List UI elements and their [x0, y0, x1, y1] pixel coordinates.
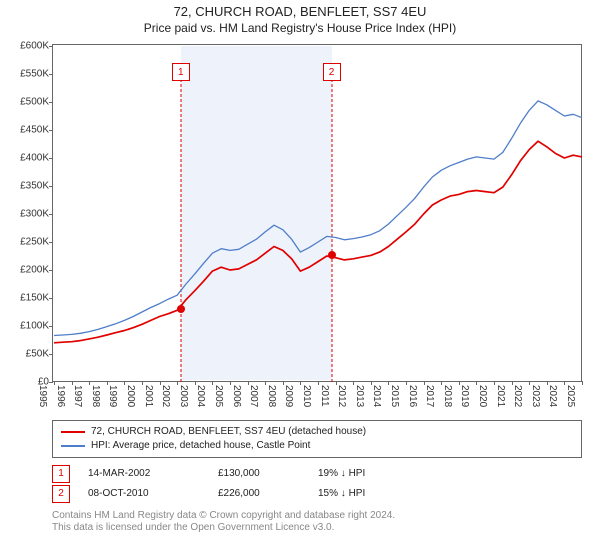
title-address: 72, CHURCH ROAD, BENFLEET, SS7 4EU	[0, 4, 600, 19]
marker-delta: 15% ↓ HPI	[318, 484, 438, 504]
x-axis-label: 2019	[459, 385, 470, 407]
x-axis-label: 2013	[354, 385, 365, 407]
legend-swatch	[61, 445, 85, 447]
marker-date: 08-OCT-2010	[88, 484, 218, 504]
title-subtitle: Price paid vs. HM Land Registry's House …	[0, 21, 600, 35]
title-block: 72, CHURCH ROAD, BENFLEET, SS7 4EU Price…	[0, 0, 600, 35]
footer-line1: Contains HM Land Registry data © Crown c…	[52, 510, 582, 522]
x-axis-label: 2007	[248, 385, 259, 407]
chart-lines	[53, 45, 583, 383]
x-axis-label: 2018	[442, 385, 453, 407]
y-axis-label: £250K	[20, 237, 49, 248]
footer: Contains HM Land Registry data © Crown c…	[52, 510, 582, 534]
x-axis-label: 2009	[283, 385, 294, 407]
legend-section: 72, CHURCH ROAD, BENFLEET, SS7 4EU (deta…	[52, 420, 582, 534]
x-axis-label: 2001	[143, 385, 154, 407]
x-axis-label: 2021	[495, 385, 506, 407]
marker-badge: 1	[52, 465, 70, 483]
chart: £0£50K£100K£150K£200K£250K£300K£350K£400…	[52, 44, 582, 382]
x-axis-label: 2023	[530, 385, 541, 407]
marker-row: 1 14-MAR-2002£130,00019% ↓ HPI	[52, 464, 582, 484]
x-axis-label: 1995	[37, 385, 48, 407]
x-axis-label: 2022	[512, 385, 523, 407]
x-axis-label: 2000	[125, 385, 136, 407]
y-axis-label: £50K	[26, 349, 49, 360]
x-axis-label: 1996	[55, 385, 66, 407]
x-axis-label: 2003	[178, 385, 189, 407]
legend-row: 72, CHURCH ROAD, BENFLEET, SS7 4EU (deta…	[61, 425, 573, 439]
x-axis-label: 2015	[389, 385, 400, 407]
x-axis-label: 2005	[213, 385, 224, 407]
x-axis-label: 2012	[336, 385, 347, 407]
marker-date: 14-MAR-2002	[88, 464, 218, 484]
marker-row: 2 08-OCT-2010£226,00015% ↓ HPI	[52, 484, 582, 504]
sale-point	[328, 251, 336, 259]
y-axis-label: £100K	[20, 321, 49, 332]
legend-row: HPI: Average price, detached house, Cast…	[61, 439, 573, 453]
marker-price: £130,000	[218, 464, 318, 484]
marker-delta: 19% ↓ HPI	[318, 464, 438, 484]
legend-label: 72, CHURCH ROAD, BENFLEET, SS7 4EU (deta…	[91, 425, 366, 439]
x-axis-label: 2011	[319, 385, 330, 407]
y-axis-label: £300K	[20, 209, 49, 220]
x-axis-label: 2004	[195, 385, 206, 407]
x-axis-label: 2008	[266, 385, 277, 407]
x-axis-label: 2014	[371, 385, 382, 407]
legend-label: HPI: Average price, detached house, Cast…	[91, 439, 310, 453]
legend-swatch	[61, 431, 85, 433]
footer-line2: This data is licensed under the Open Gov…	[52, 522, 582, 534]
x-axis-label: 2002	[160, 385, 171, 407]
flag-badge: 1	[172, 63, 190, 81]
marker-badge: 2	[52, 485, 70, 503]
flag-badge: 2	[323, 63, 341, 81]
y-axis-label: £500K	[20, 97, 49, 108]
x-axis-label: 2020	[477, 385, 488, 407]
x-axis-label: 1998	[90, 385, 101, 407]
marker-table: 1 14-MAR-2002£130,00019% ↓ HPI 2 08-OCT-201…	[52, 464, 582, 504]
sale-point	[177, 305, 185, 313]
y-axis-label: £450K	[20, 125, 49, 136]
x-axis-label: 1997	[72, 385, 83, 407]
y-axis-label: £150K	[20, 293, 49, 304]
y-axis-label: £400K	[20, 153, 49, 164]
x-axis-label: 2016	[407, 385, 418, 407]
x-axis-label: 2024	[547, 385, 558, 407]
chart-plot: £0£50K£100K£150K£200K£250K£300K£350K£400…	[52, 44, 582, 382]
x-axis-label: 2025	[565, 385, 576, 407]
y-axis-label: £550K	[20, 69, 49, 80]
y-axis-label: £350K	[20, 181, 49, 192]
legend-box: 72, CHURCH ROAD, BENFLEET, SS7 4EU (deta…	[52, 420, 582, 458]
x-axis-label: 1999	[107, 385, 118, 407]
x-axis-label: 2010	[301, 385, 312, 407]
x-axis-label: 2006	[231, 385, 242, 407]
series-hpi	[54, 101, 582, 336]
y-axis-label: £200K	[20, 265, 49, 276]
marker-price: £226,000	[218, 484, 318, 504]
y-axis-label: £600K	[20, 41, 49, 52]
x-axis-label: 2017	[424, 385, 435, 407]
